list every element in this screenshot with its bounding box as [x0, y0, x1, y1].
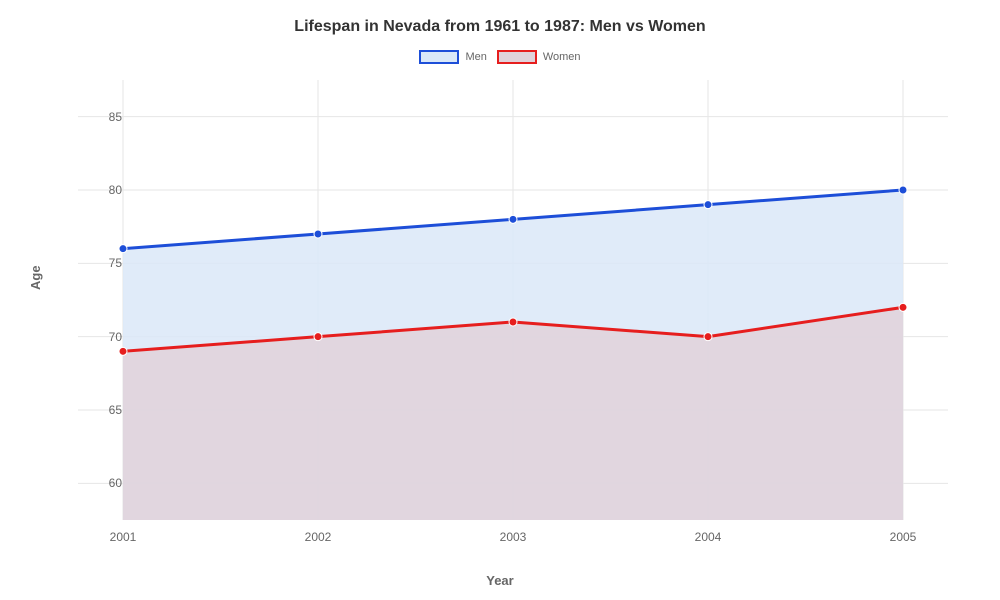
x-tick-label: 2004: [695, 530, 722, 544]
y-tick-label: 70: [109, 330, 122, 344]
marker-women: [119, 347, 127, 355]
marker-women: [509, 318, 517, 326]
x-tick-label: 2002: [305, 530, 332, 544]
marker-women: [899, 303, 907, 311]
marker-men: [704, 201, 712, 209]
y-tick-label: 65: [109, 403, 122, 417]
legend-label: Women: [543, 51, 581, 63]
y-tick-label: 75: [109, 256, 122, 270]
x-tick-label: 2005: [890, 530, 917, 544]
legend-swatch: [497, 50, 537, 64]
y-tick-label: 60: [109, 476, 122, 490]
marker-women: [704, 333, 712, 341]
legend: Men Women: [0, 50, 1000, 64]
marker-men: [509, 215, 517, 223]
marker-men: [899, 186, 907, 194]
marker-women: [314, 333, 322, 341]
legend-swatch: [419, 50, 459, 64]
chart-title: Lifespan in Nevada from 1961 to 1987: Me…: [0, 18, 1000, 36]
plot-area: [78, 80, 948, 520]
x-axis-label: Year: [0, 573, 1000, 588]
marker-men: [119, 245, 127, 253]
legend-label: Men: [465, 51, 486, 63]
x-tick-label: 2001: [110, 530, 137, 544]
legend-item-women: Women: [497, 50, 581, 64]
chart-svg: [78, 80, 948, 520]
y-tick-label: 80: [109, 183, 122, 197]
x-tick-label: 2003: [500, 530, 527, 544]
y-tick-label: 85: [109, 110, 122, 124]
marker-men: [314, 230, 322, 238]
legend-item-men: Men: [419, 50, 486, 64]
y-axis-label: Age: [28, 265, 43, 290]
